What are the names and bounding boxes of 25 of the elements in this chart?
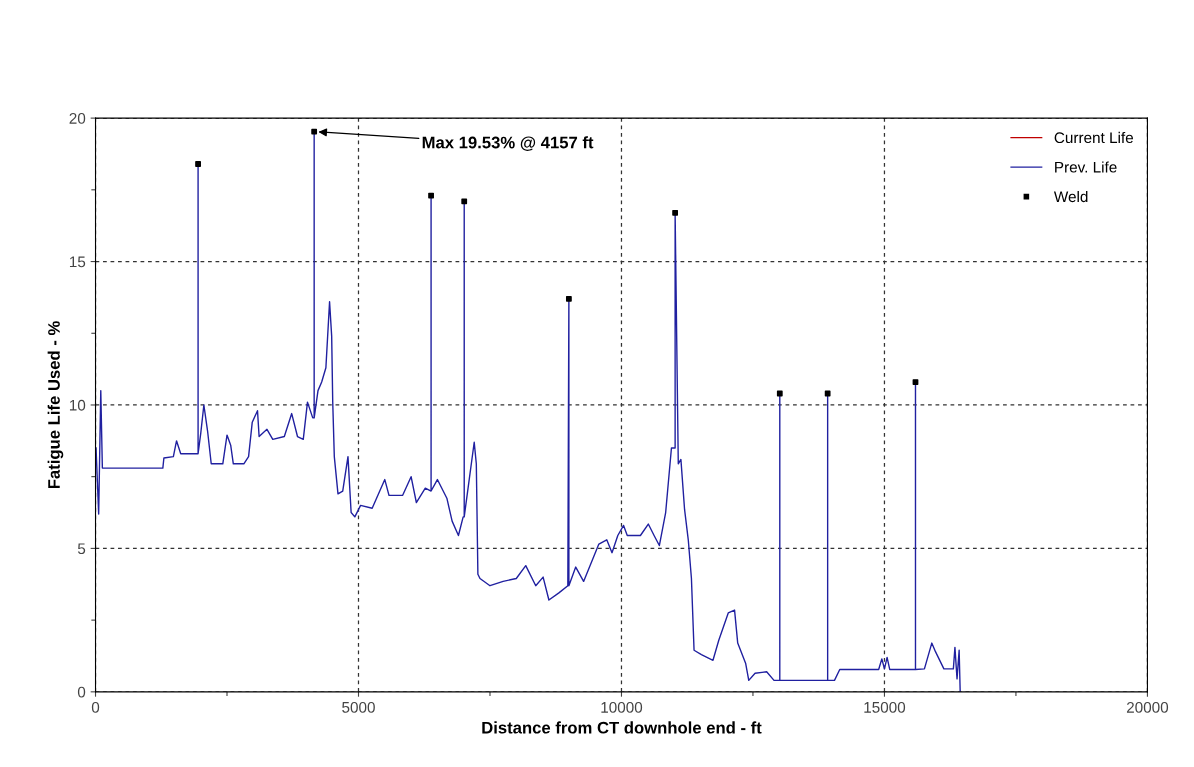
x-axis-title: Distance from CT downhole end - ft [482, 721, 762, 734]
point [428, 192, 434, 199]
y-tick-label: 5 [77, 543, 86, 555]
point [565, 295, 572, 302]
y-tick-label: 10 [69, 399, 86, 411]
x-tick-label: 5000 [342, 701, 375, 713]
x-tick-label: 10000 [601, 701, 643, 713]
point [672, 209, 679, 216]
y-tick-label: 0 [77, 686, 86, 698]
point [824, 390, 831, 397]
point [195, 161, 201, 167]
annotation: Max 19.53% @ 4157 ft [422, 136, 594, 151]
point [461, 198, 468, 205]
legend-label: Current Life [1054, 131, 1134, 144]
legend-label: Prev. Life [1055, 161, 1117, 173]
y-axis-title: Fatigue Life Used - % [47, 321, 64, 489]
legend-label: Weld [1053, 190, 1088, 203]
x-tick-label: 0 [91, 701, 100, 713]
point [912, 379, 919, 385]
x-tick-label: 20000 [1126, 701, 1169, 713]
y-tick-label: 15 [69, 256, 86, 268]
point [311, 128, 318, 135]
x-tick-label: 15000 [864, 701, 906, 713]
point [776, 390, 783, 397]
y-tick-label: 20 [69, 112, 86, 124]
